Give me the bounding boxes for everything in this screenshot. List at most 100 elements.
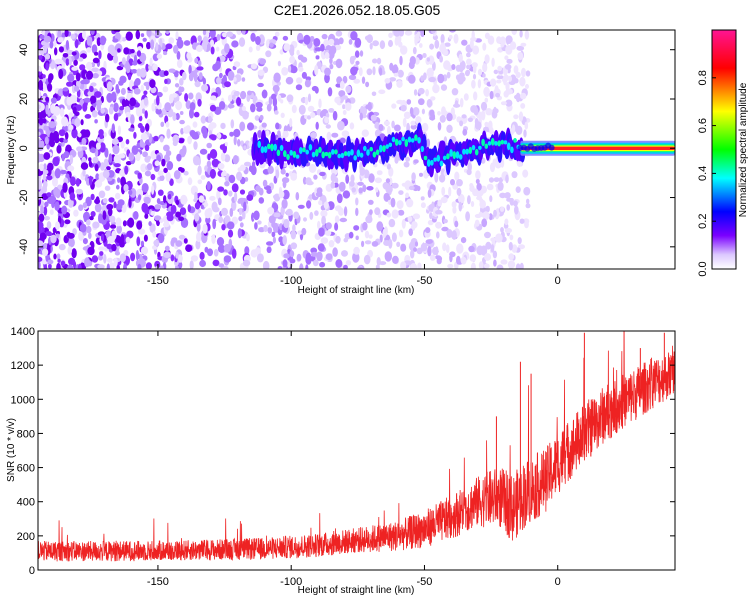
heatmap-noise-cell — [140, 163, 147, 173]
heatmap-noise-cell — [97, 264, 105, 269]
heatmap-noise-cell — [54, 47, 58, 56]
heatmap-signal-peak — [471, 144, 476, 151]
heatmap-noise-cell — [389, 62, 394, 71]
heatmap-noise-cell — [157, 189, 164, 196]
heatmap-noise-cell — [66, 96, 72, 106]
heatmap-noise-cell — [154, 160, 160, 167]
heatmap-noise-cell — [165, 121, 170, 128]
heatmap-noise-cell — [106, 263, 110, 269]
heatmap-noise-cell — [140, 33, 145, 38]
heatmap-noise-cell — [451, 88, 459, 96]
heatmap-noise-cell — [500, 101, 507, 106]
heatmap-noise-cell — [266, 103, 272, 112]
heatmap-noise-cell — [500, 227, 504, 233]
heatmap-noise-cell — [176, 59, 183, 69]
heatmap-noise-cell — [179, 111, 184, 115]
heatmap-noise-cell — [426, 138, 431, 148]
heatmap-noise-cell — [458, 201, 463, 212]
heatmap-noise-cell — [198, 195, 205, 203]
heatmap-noise-cell — [485, 241, 492, 250]
heatmap-noise-cell — [335, 58, 343, 69]
heatmap-signal-peak — [286, 154, 290, 160]
heatmap-noise-cell — [218, 263, 225, 268]
heatmap-noise-cell — [417, 31, 421, 37]
heatmap-noise-cell — [43, 216, 51, 221]
heatmap-noise-cell — [227, 229, 234, 238]
heatmap-noise-cell — [281, 177, 290, 184]
heatmap-noise-cell — [440, 34, 445, 44]
heatmap-noise-cell — [421, 108, 425, 115]
heatmap-noise-cell — [120, 176, 126, 187]
heatmap-noise-cell — [480, 245, 488, 256]
heatmap-noise-cell — [42, 74, 46, 79]
heatmap-noise-cell — [228, 190, 233, 197]
heatmap-noise-cell — [112, 38, 119, 43]
heatmap-noise-cell — [484, 253, 492, 261]
heatmap-noise-cell — [400, 261, 407, 269]
heatmap-noise-cell — [416, 185, 421, 192]
heatmap-marks — [38, 30, 675, 269]
heatmap-noise-cell — [65, 40, 70, 51]
heatmap-noise-cell — [155, 42, 159, 52]
heatmap-noise-cell — [41, 227, 45, 233]
heatmap-noise-cell — [250, 63, 258, 70]
heatmap-noise-cell — [137, 46, 143, 51]
heatmap-noise-cell — [231, 248, 237, 259]
heatmap-noise-cell — [342, 110, 347, 115]
heatmap-signal-peak — [462, 148, 466, 155]
heatmap-signal-peak — [510, 146, 514, 154]
heatmap-signal-peak — [363, 145, 367, 152]
heatmap-noise-cell — [317, 243, 325, 252]
heatmap-noise-cell — [511, 244, 518, 253]
heatmap-noise-cell — [128, 197, 132, 208]
heatmap-noise-cell — [363, 254, 371, 265]
heatmap-noise-cell — [211, 201, 218, 212]
heatmap-noise-cell — [388, 238, 393, 249]
heatmap-noise-cell — [133, 211, 139, 220]
heatmap-noise-cell — [306, 200, 312, 209]
heatmap-noise-cell — [384, 78, 391, 84]
heatmap-noise-cell — [234, 191, 238, 203]
heatmap-noise-cell — [151, 102, 156, 112]
heatmap-noise-cell — [488, 177, 495, 183]
heatmap-noise-cell — [482, 211, 490, 221]
heatmap-noise-cell — [217, 244, 226, 253]
heatmap-noise-cell — [163, 70, 169, 76]
heatmap-noise-cell — [339, 137, 346, 144]
heatmap-noise-cell — [71, 128, 78, 139]
heatmap-noise-cell — [114, 251, 120, 256]
heatmap-noise-cell — [106, 243, 113, 250]
heatmap-noise-cell — [84, 257, 91, 268]
heatmap-noise-cell — [233, 135, 237, 146]
heatmap-noise-cell — [503, 90, 509, 98]
heatmap-noise-cell — [157, 170, 164, 176]
heatmap-noise-cell — [143, 90, 148, 96]
heatmap-noise-cell — [366, 68, 373, 76]
heatmap-noise-cell — [200, 115, 207, 124]
heatmap-noise-cell — [94, 163, 99, 172]
heatmap-noise-cell — [275, 122, 280, 130]
heatmap-noise-cell — [386, 212, 392, 218]
heatmap-noise-cell — [345, 174, 350, 184]
heatmap-noise-cell — [100, 233, 105, 242]
heatmap-noise-cell — [213, 249, 219, 257]
heatmap-noise-cell — [495, 92, 501, 98]
heatmap-noise-cell — [520, 42, 527, 47]
heatmap-noise-cell — [130, 49, 135, 54]
heatmap-noise-cell — [123, 47, 130, 55]
heatmap-noise-cell — [415, 116, 422, 124]
heatmap-noise-cell — [38, 213, 45, 223]
heatmap-noise-cell — [297, 230, 303, 235]
heatmap-noise-cell — [83, 97, 91, 103]
heatmap-noise-cell — [58, 129, 66, 137]
heatmap-noise-cell — [72, 228, 77, 236]
heatmap-noise-cell — [202, 202, 209, 208]
heatmap-noise-cell — [438, 256, 443, 262]
heatmap-signal-peak — [442, 155, 447, 161]
heatmap-noise-cell — [92, 73, 99, 79]
heatmap-noise-cell — [255, 36, 261, 45]
heatmap-noise-cell — [149, 57, 153, 67]
heatmap-noise-cell — [330, 173, 337, 183]
heatmap-noise-cell — [281, 67, 289, 76]
heatmap-noise-cell — [370, 114, 377, 122]
